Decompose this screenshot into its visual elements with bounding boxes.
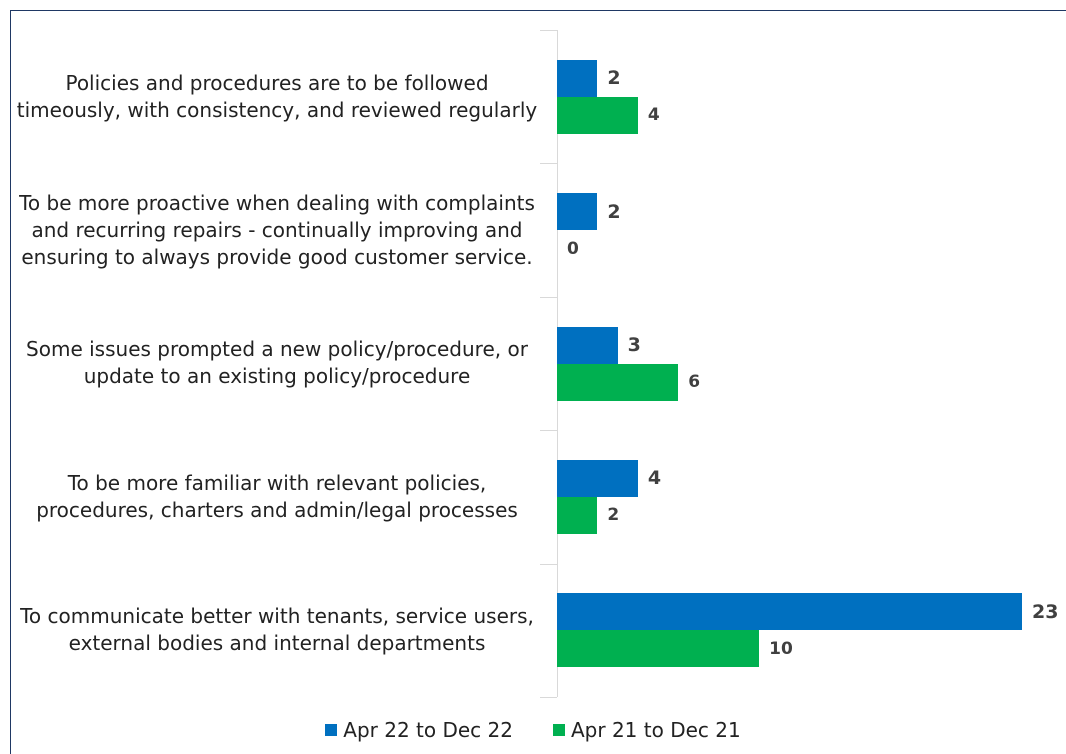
bar — [557, 96, 638, 134]
separator — [540, 163, 557, 165]
category-label: To be more familiar with relevant polici… — [36, 470, 518, 522]
bar — [557, 496, 598, 534]
separator — [540, 296, 557, 298]
value-label: 23 — [1032, 600, 1059, 623]
bar — [557, 59, 598, 97]
separator — [540, 563, 557, 565]
category-label: Policies and procedures are to be follow… — [16, 70, 538, 122]
frame-left — [10, 10, 11, 754]
legend-item: Apr 22 to Dec 22 — [325, 718, 513, 742]
value-label: 6 — [688, 372, 701, 392]
legend-swatch — [325, 724, 338, 736]
bar — [557, 593, 1022, 631]
bar — [557, 459, 638, 497]
bar — [557, 630, 760, 668]
bar — [557, 193, 598, 231]
value-label: 0 — [567, 238, 579, 259]
value-label: 2 — [607, 200, 621, 223]
frame-top — [10, 10, 1066, 11]
legend-item: Apr 21 to Dec 21 — [553, 718, 741, 742]
category-label: To communicate better with tenants, serv… — [20, 604, 534, 656]
category-label: To be more proactive when dealing with c… — [19, 190, 535, 269]
legend: Apr 22 to Dec 22 Apr 21 to Dec 21 — [0, 718, 1066, 742]
legend-label: Apr 22 to Dec 22 — [343, 718, 513, 742]
separator — [540, 30, 557, 31]
legend-label: Apr 21 to Dec 21 — [571, 718, 741, 742]
legend-swatch — [553, 724, 565, 736]
separator — [540, 697, 557, 698]
value-label: 4 — [647, 105, 660, 126]
value-label: 3 — [627, 334, 641, 356]
value-label: 10 — [769, 638, 793, 659]
bar — [557, 326, 618, 364]
value-label: 2 — [607, 505, 620, 526]
value-label: 2 — [607, 67, 621, 90]
bar — [557, 363, 679, 401]
category-label: Some issues prompted a new policy/proced… — [26, 337, 528, 389]
value-label: 4 — [647, 467, 662, 490]
separator — [540, 430, 557, 432]
